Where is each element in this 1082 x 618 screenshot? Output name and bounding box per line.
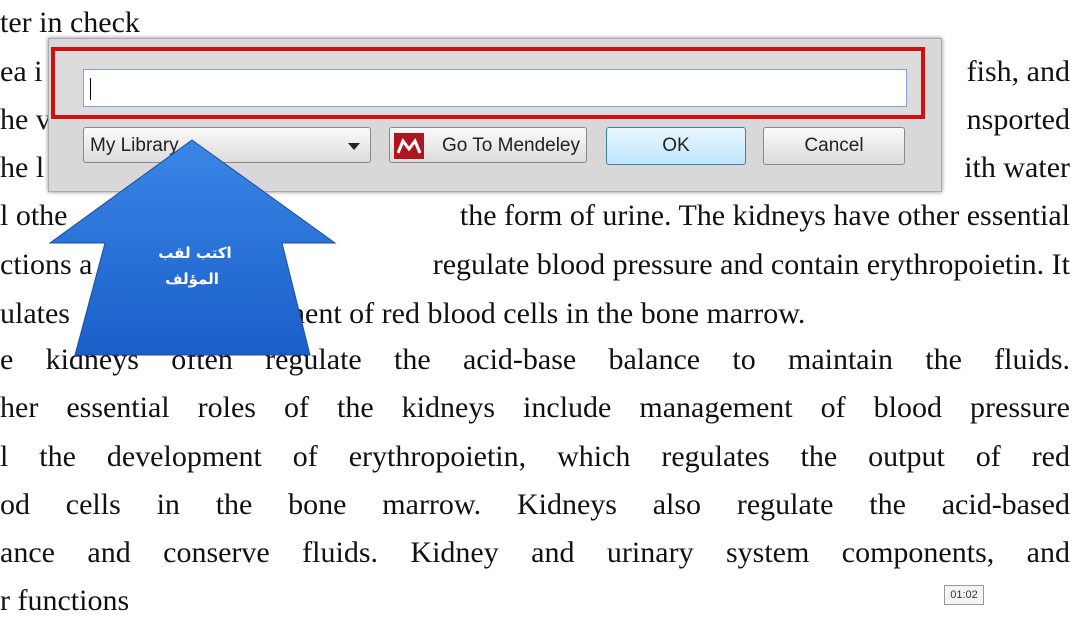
text-line: he v <box>0 103 51 136</box>
highlight-box <box>51 47 925 119</box>
mendeley-icon <box>394 133 424 159</box>
cancel-label: Cancel <box>804 135 864 156</box>
text-line: nsported <box>966 103 1070 136</box>
text-line: fish, and <box>966 55 1070 88</box>
library-dropdown[interactable]: My Library <box>83 127 371 163</box>
callout-arrow <box>48 139 337 356</box>
text-line: ctions a <box>0 248 93 281</box>
dropdown-arrow <box>348 143 360 150</box>
cancel-button[interactable]: Cancel <box>763 127 905 165</box>
mendeley-button[interactable]: Go To Mendeley <box>389 127 587 163</box>
text-line: regulate blood pressure and contain eryt… <box>432 248 1070 281</box>
callout-text: اكتب لقب <box>158 244 231 262</box>
search-input[interactable] <box>83 69 907 107</box>
callout-text: المؤلف <box>165 270 219 288</box>
text-line: her essential roles of the kidneys inclu… <box>0 391 1070 424</box>
text-line: od cells in the bone marrow. Kidneys als… <box>0 488 1070 521</box>
text-line: the form of urine. The kidneys have othe… <box>459 199 1070 232</box>
text-line: ea i <box>0 55 43 88</box>
text-line: l the development of erythropoietin, whi… <box>0 440 1070 473</box>
text-line: ith water <box>964 151 1070 184</box>
text-line: he l <box>0 151 45 184</box>
mendeley-label: Go To Mendeley <box>441 135 580 156</box>
caret <box>90 78 91 100</box>
ok-button[interactable]: OK <box>606 127 746 165</box>
timestamp: 01:02 <box>944 585 984 605</box>
dropdown-label: My Library <box>90 135 179 156</box>
text-line: ulates <box>0 297 70 330</box>
ok-label: OK <box>662 135 690 156</box>
text-line: l othe <box>0 199 68 232</box>
text-line: ter in check <box>0 6 140 39</box>
search-dialog: My Library Go To Mendeley OK Cancel <box>48 38 942 192</box>
text-line: ance and conserve fluids. Kidney and uri… <box>0 536 1070 569</box>
text-line: nent of red blood cells in the bone marr… <box>290 297 806 330</box>
